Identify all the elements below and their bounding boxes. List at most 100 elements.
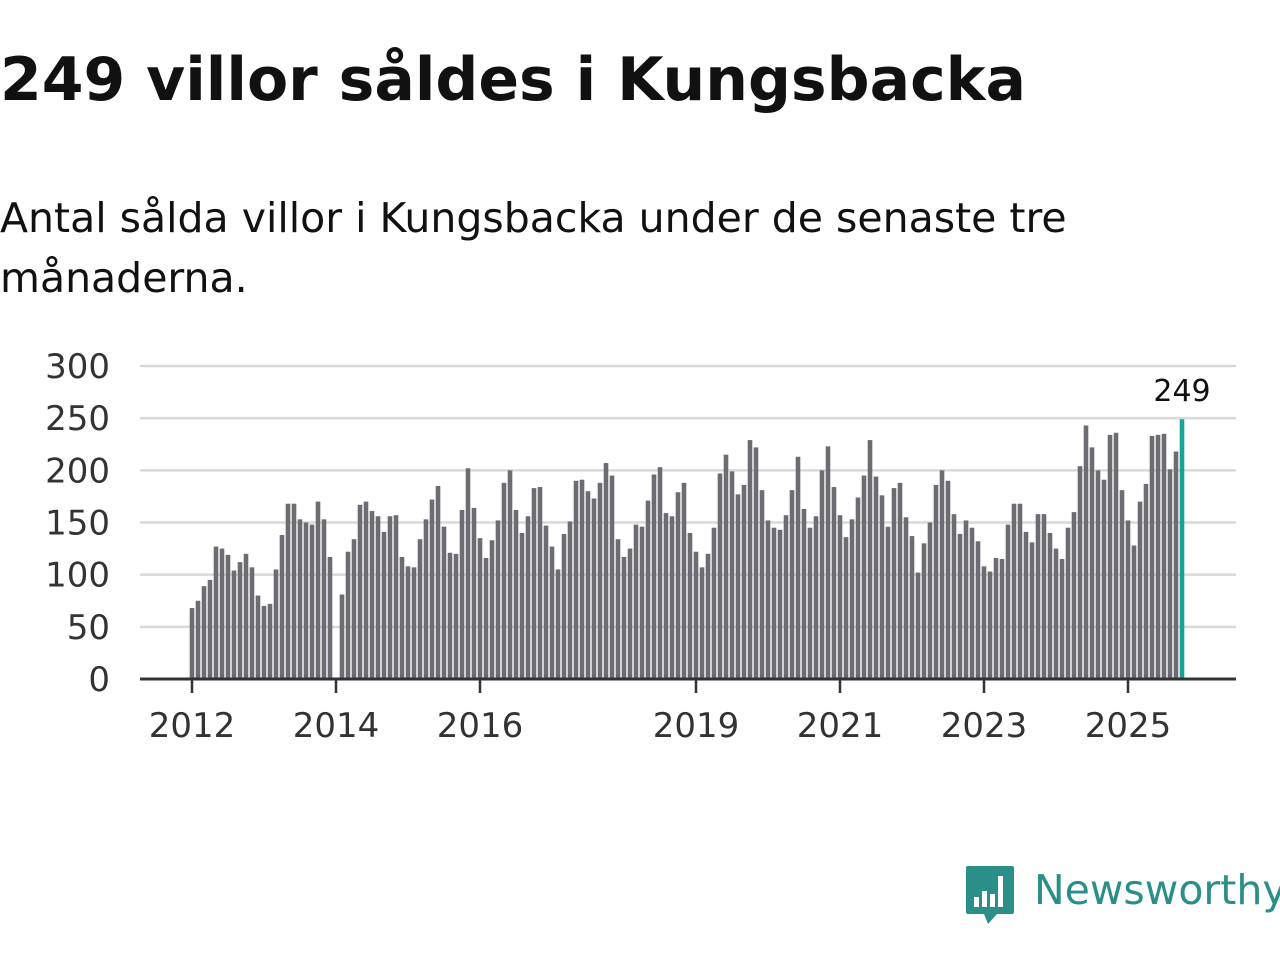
bar [1137, 501, 1143, 679]
bar [969, 527, 975, 679]
bar [1005, 524, 1011, 679]
bar [651, 474, 657, 679]
bar [1119, 490, 1125, 679]
bar-chart: 0 50 100 150 200 250 300 2012 2014 2016 2019 2021 20… [45, 347, 1236, 746]
bar [459, 509, 465, 679]
bar [513, 509, 519, 679]
bar [609, 475, 615, 679]
bar [951, 514, 957, 679]
bar [687, 532, 693, 679]
bar [405, 566, 411, 679]
bar [1113, 432, 1119, 679]
bar [765, 520, 771, 679]
chart-title: 249 villor såldes i Kungsbacka [0, 45, 1027, 115]
bar [519, 532, 525, 679]
bar [801, 508, 807, 679]
bar [639, 526, 645, 679]
bar [735, 494, 741, 679]
bar [831, 487, 837, 679]
bar [363, 501, 369, 679]
bar [531, 488, 537, 679]
bar [207, 579, 213, 679]
bar [981, 566, 987, 679]
bar [585, 491, 591, 679]
bar [525, 516, 531, 679]
bar [579, 479, 585, 679]
bar [621, 556, 627, 679]
bar [855, 497, 861, 679]
bar [411, 567, 417, 679]
y-tick-label: 250 [45, 399, 110, 439]
bar [393, 515, 399, 679]
bar [861, 475, 867, 679]
bar [285, 503, 291, 679]
bar [1011, 503, 1017, 679]
bar [453, 553, 459, 679]
bar [555, 569, 561, 679]
bar [477, 538, 483, 679]
bar [837, 515, 843, 679]
bar [471, 507, 477, 679]
bar [705, 553, 711, 679]
chart-subtitle: Antal sålda villor i Kungsbacka under de… [0, 194, 1067, 302]
bar [633, 524, 639, 679]
bar [315, 501, 321, 679]
bar [249, 567, 255, 679]
bar [711, 527, 717, 679]
bar [1101, 479, 1107, 679]
bar [903, 517, 909, 679]
bar [1107, 434, 1113, 679]
bar [303, 522, 309, 679]
bar [645, 500, 651, 679]
bar [1029, 542, 1035, 679]
bar [897, 482, 903, 679]
bar [483, 557, 489, 679]
bar [915, 572, 921, 679]
bar [231, 570, 237, 679]
bar [1083, 425, 1089, 679]
bar [399, 556, 405, 679]
bar [999, 559, 1005, 679]
bar [195, 600, 201, 679]
bar [657, 467, 663, 679]
bar [501, 482, 507, 679]
bar [1023, 531, 1029, 679]
bar [441, 526, 447, 679]
bar [219, 548, 225, 679]
bar [1173, 451, 1179, 679]
bar [597, 482, 603, 679]
y-tick-label: 300 [45, 347, 110, 387]
bar [507, 470, 513, 679]
bar [723, 454, 729, 679]
y-tick-label: 200 [45, 451, 110, 491]
bar [1161, 433, 1167, 679]
bar [1143, 483, 1149, 679]
bar [465, 468, 471, 679]
bar [255, 595, 261, 679]
y-tick-label: 100 [45, 556, 110, 596]
bar [1095, 470, 1101, 679]
bars [189, 419, 1185, 679]
bar [945, 480, 951, 679]
bar [1089, 447, 1095, 679]
bar [669, 516, 675, 679]
bar [957, 533, 963, 679]
y-tick-label: 150 [45, 504, 110, 544]
bar [369, 511, 375, 679]
bar [435, 485, 441, 679]
labels: 0 50 100 150 200 250 300 2012 2014 2016 2019 2021 20… [45, 347, 1211, 746]
bar [813, 516, 819, 679]
bar [591, 498, 597, 679]
bar [549, 546, 555, 679]
bar [747, 440, 753, 679]
bar [729, 471, 735, 679]
bar [933, 484, 939, 679]
bar [891, 488, 897, 679]
bar [561, 533, 567, 679]
bar [783, 515, 789, 679]
bar [759, 490, 765, 679]
bar [753, 447, 759, 679]
bar [1071, 512, 1077, 679]
bar [291, 503, 297, 679]
bar [495, 520, 501, 679]
